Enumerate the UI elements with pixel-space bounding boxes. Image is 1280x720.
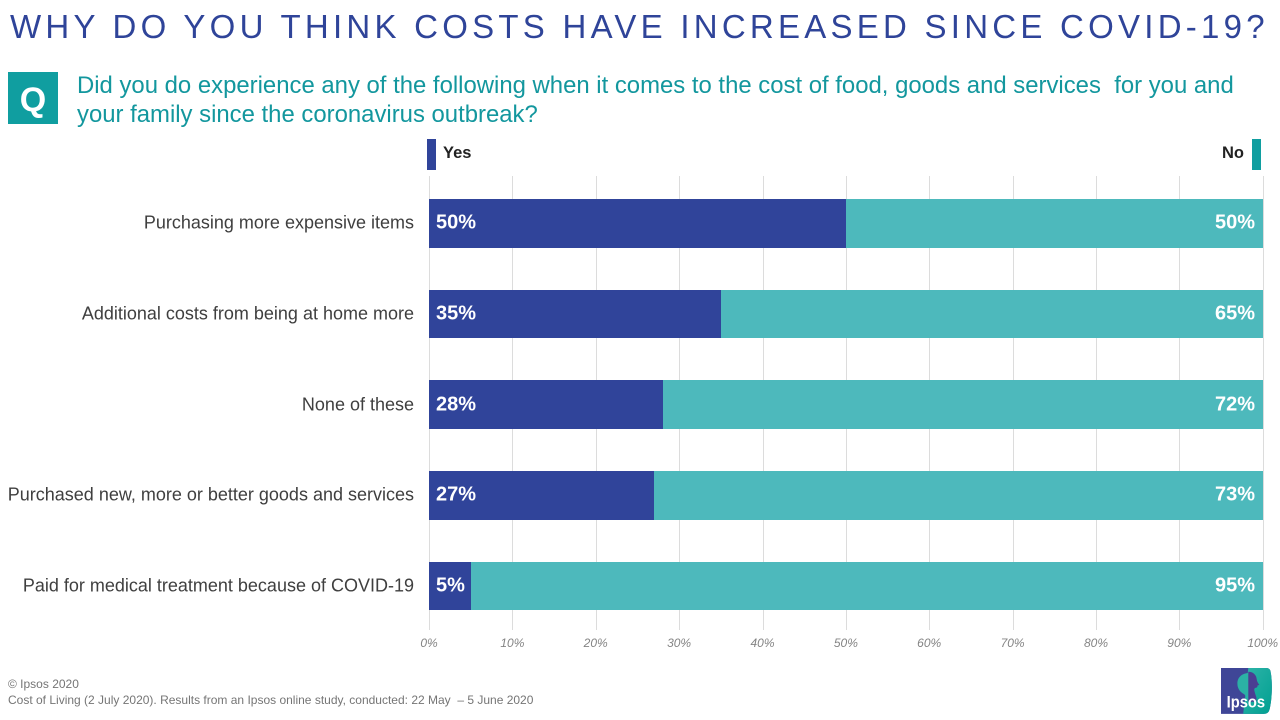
- svg-text:Ipsos: Ipsos: [1227, 693, 1265, 711]
